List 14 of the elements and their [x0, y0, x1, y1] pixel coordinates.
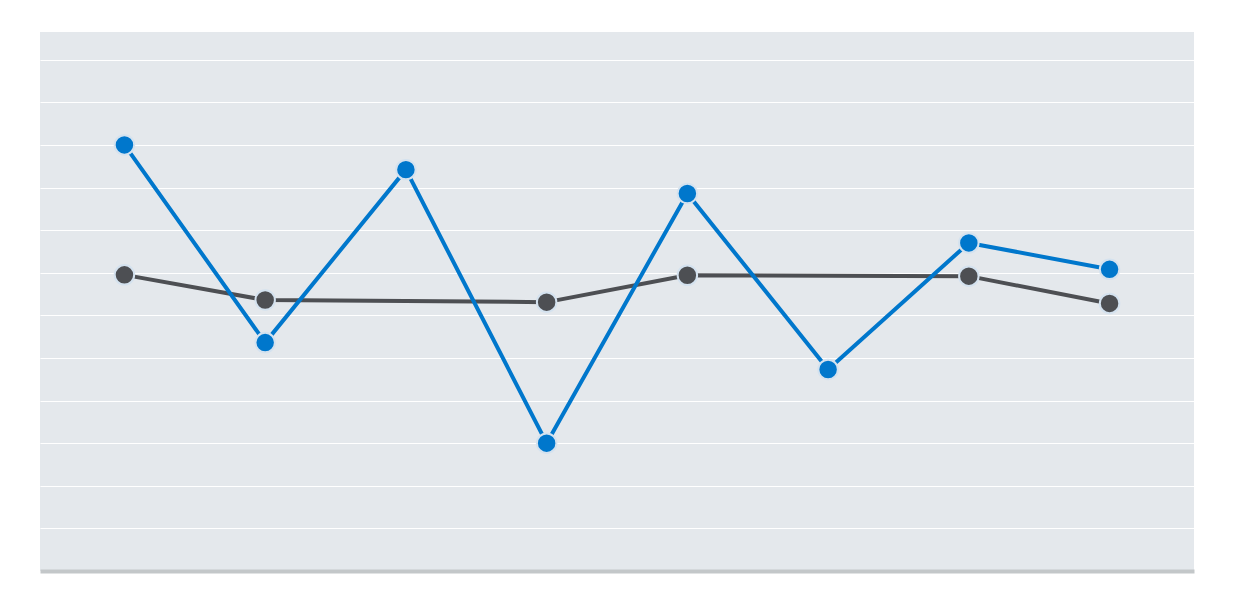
point	[1098, 258, 1121, 281]
point	[535, 432, 558, 454]
point	[676, 182, 699, 205]
point	[1098, 292, 1121, 315]
point	[113, 264, 136, 286]
point	[817, 358, 839, 381]
point	[395, 158, 417, 181]
point	[254, 289, 276, 311]
point	[535, 291, 558, 313]
point	[113, 134, 136, 156]
point	[958, 265, 980, 287]
point	[254, 331, 276, 354]
point	[958, 232, 980, 254]
point	[676, 264, 699, 287]
